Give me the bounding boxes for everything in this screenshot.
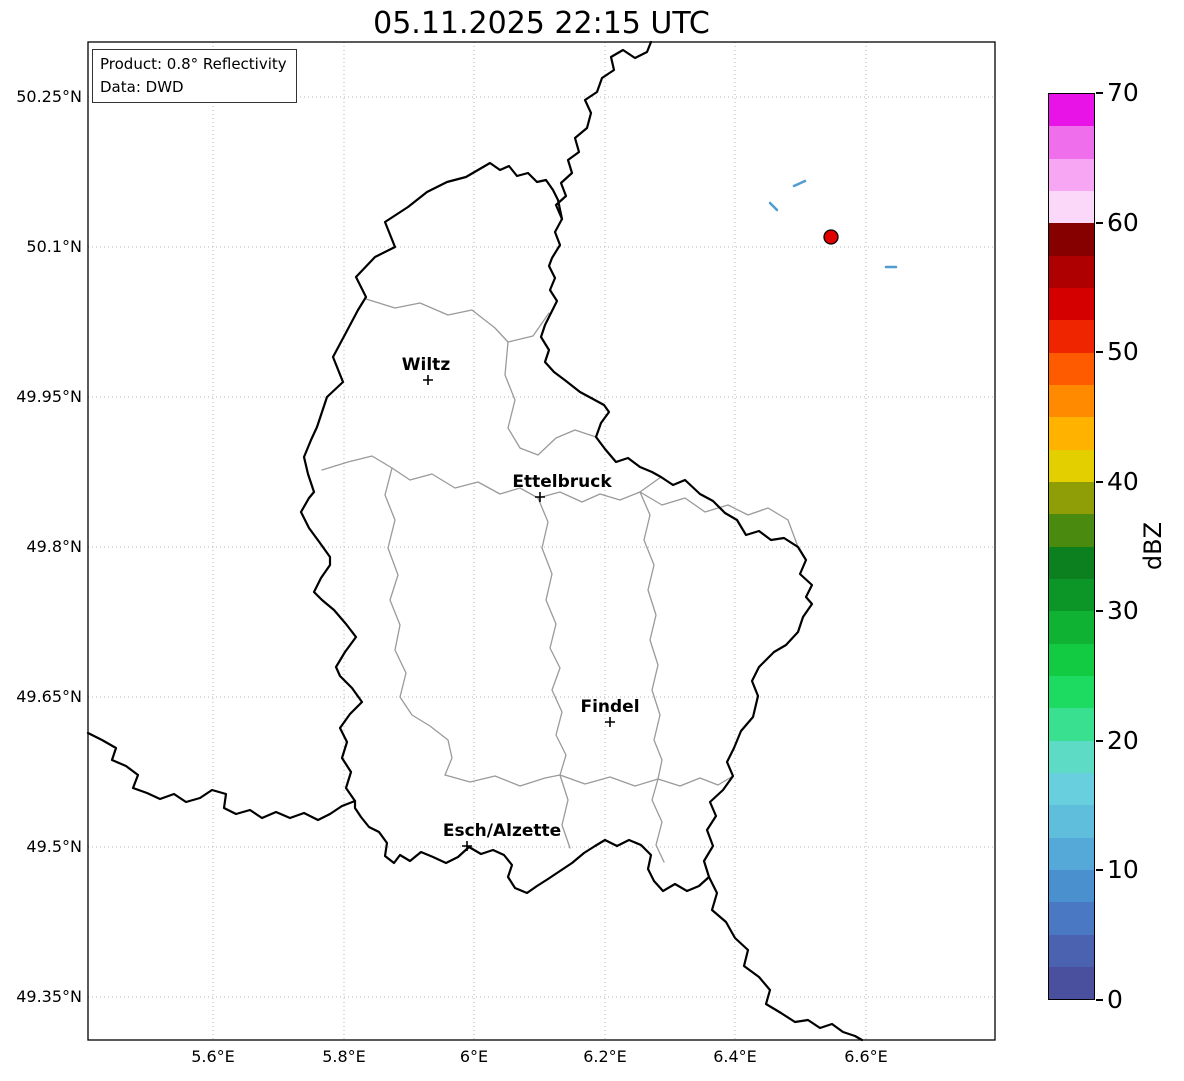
colorbar-segment (1049, 417, 1094, 450)
colorbar-tickmark (1096, 480, 1103, 483)
colorbar-tick-label: 20 (1107, 725, 1139, 755)
colorbar-tickmark (1096, 351, 1103, 354)
colorbar-tickmark (1096, 92, 1103, 94)
colorbar-tick-label: 10 (1107, 855, 1139, 885)
city-marker (423, 375, 433, 385)
colorbar-segment (1049, 934, 1094, 967)
colorbar-segment (1049, 514, 1094, 547)
canton-border (639, 491, 663, 780)
city-marker (535, 492, 545, 502)
canton-border (384, 467, 453, 776)
colorbar-tickmark (1096, 869, 1103, 872)
colorbar-tickmark (1096, 610, 1103, 613)
radar-echo (792, 179, 807, 188)
data-source-label: Data: DWD (100, 77, 184, 96)
colorbar-segment (1049, 902, 1094, 935)
luxembourg-border (299, 161, 814, 895)
colorbar (1048, 93, 1095, 1000)
colorbar-segment (1049, 578, 1094, 612)
colorbar-tickmark (1096, 739, 1103, 742)
city-marker (462, 841, 472, 851)
colorbar-segment (1049, 384, 1094, 418)
canton-border (504, 341, 597, 456)
lon-tick-label: 6.4°E (713, 1047, 757, 1066)
city-label: Ettelbruck (512, 472, 612, 492)
canton-border (537, 497, 567, 776)
colorbar-segment (1049, 449, 1094, 482)
map-content-layer: Wiltz Ettelbruck Findel Esch/Alzette (86, 40, 995, 1042)
colorbar-tickmark (1096, 221, 1103, 224)
lon-tick-label: 6.2°E (583, 1047, 627, 1066)
lon-tick-label: 5.8°E (322, 1047, 366, 1066)
colorbar-segment (1049, 611, 1094, 644)
colorbar-segment (1049, 287, 1094, 321)
radar-site-marker (823, 229, 839, 245)
colorbar-segment (1049, 94, 1094, 127)
colorbar-tick-label: 60 (1107, 207, 1139, 237)
colorbar-segment (1049, 869, 1094, 903)
colorbar-segment (1049, 352, 1094, 385)
lon-tick-label: 5.6°E (191, 1047, 235, 1066)
colorbar-tick-label: 70 (1107, 78, 1139, 107)
colorbar-segment (1049, 772, 1094, 806)
colorbar-segment (1049, 320, 1094, 353)
canton-border (365, 298, 550, 343)
lon-tick-label: 6°E (459, 1047, 489, 1066)
colorbar-tick-label: 40 (1107, 466, 1139, 496)
lat-tick-label: 50.25°N (16, 87, 82, 106)
lat-tick-label: 50.1°N (26, 237, 82, 256)
product-label: Product: 0.8° Reflectivity (100, 55, 287, 73)
colorbar-unit-label: dBZ (1139, 521, 1167, 571)
colorbar-segment (1049, 643, 1094, 676)
colorbar-segment (1049, 675, 1094, 709)
canton-border (559, 774, 571, 849)
product-info-box: Product: 0.8° Reflectivity Data: DWD (92, 49, 297, 103)
colorbar-segment (1049, 255, 1094, 288)
city-label: Wiltz (402, 355, 451, 375)
colorbar-segment (1049, 708, 1094, 741)
colorbar-segment (1049, 546, 1094, 579)
external-border (86, 731, 357, 822)
colorbar-segment (1049, 223, 1094, 256)
lat-tick-label: 49.95°N (16, 387, 82, 406)
external-border (554, 40, 653, 221)
canton-border (651, 778, 665, 863)
colorbar-segment (1049, 966, 1094, 1000)
colorbar-segment (1049, 805, 1094, 838)
colorbar-segment (1049, 190, 1094, 224)
city-marker (605, 717, 615, 727)
colorbar-segment (1049, 126, 1094, 159)
colorbar-tick-label: 50 (1107, 337, 1139, 367)
canton-border (639, 491, 799, 548)
colorbar-segment (1049, 481, 1094, 515)
colorbar-tickmark (1096, 999, 1103, 1001)
plot-frame (87, 41, 996, 1041)
lat-tick-label: 49.8°N (26, 537, 82, 556)
colorbar-tick-label: 30 (1107, 596, 1139, 626)
lat-tick-label: 49.5°N (26, 837, 82, 856)
city-label: Esch/Alzette (443, 821, 561, 841)
lat-tick-label: 49.35°N (16, 987, 82, 1006)
plot-title: 05.11.2025 22:15 UTC (373, 6, 710, 41)
radar-echo (768, 201, 779, 212)
colorbar-segment (1049, 740, 1094, 773)
colorbar-segment (1049, 837, 1094, 870)
colorbar-segment (1049, 158, 1094, 191)
city-label: Findel (580, 697, 639, 717)
canton-border (444, 774, 734, 787)
canton-border (321, 455, 662, 503)
lon-tick-label: 6.6°E (844, 1047, 888, 1066)
lat-tick-label: 49.65°N (16, 687, 82, 706)
external-border (707, 875, 864, 1042)
colorbar-tick-label: 0 (1107, 985, 1123, 1014)
